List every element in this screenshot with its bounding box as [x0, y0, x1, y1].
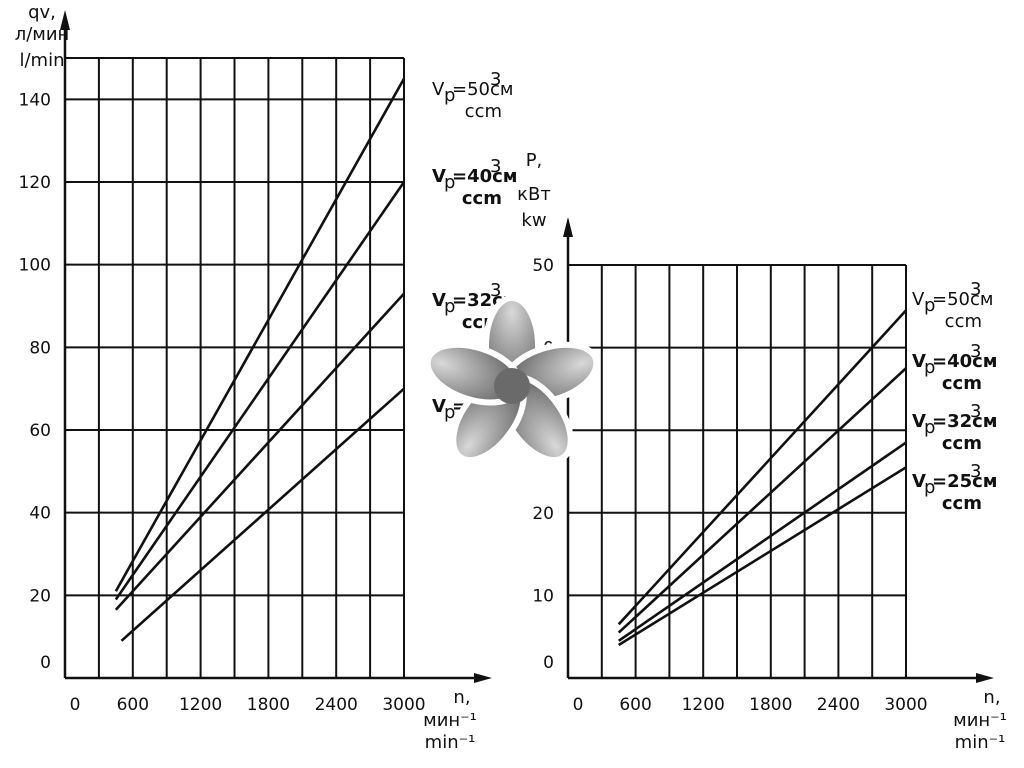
series-label-unit: ccm [942, 493, 982, 514]
series-label-superscript: 3 [970, 341, 981, 362]
series-line [617, 441, 907, 642]
series-label-value: =40см [452, 166, 518, 187]
y-tick-label: 40 [29, 504, 51, 524]
series-line [618, 466, 907, 647]
series-label-prefix: V [432, 290, 446, 311]
series-line [120, 387, 405, 642]
y-axis-arrow-icon [563, 217, 573, 237]
power-chart: 0600120018002400300001020304050P,кВтkwn,… [517, 150, 1007, 753]
y-tick-label: 0 [40, 653, 51, 673]
y-tick-label: 10 [532, 586, 554, 606]
series-label-unit: ccm [945, 311, 982, 332]
y-tick-label: 0 [543, 653, 554, 673]
x-tick-label: 600 [117, 695, 149, 715]
y-tick-label: 80 [29, 338, 51, 358]
asterisk-center [494, 368, 530, 404]
x-axis-label: мин⁻¹ [423, 710, 477, 731]
x-axis-arrow-icon [976, 673, 994, 683]
series-label-subscript: p [924, 295, 935, 316]
series-label-unit: ccm [942, 373, 982, 394]
y-axis-label: P, [526, 150, 543, 171]
series-label-prefix: V [432, 79, 445, 100]
series-label-superscript: 3 [490, 69, 501, 90]
y-tick-label: 120 [19, 173, 51, 193]
series-label-value: =25см [932, 471, 998, 492]
series-label-superscript: 3 [970, 401, 981, 422]
series-label-superscript: 3 [970, 461, 981, 482]
series-line [114, 78, 406, 592]
series-label-unit: ccm [942, 433, 982, 454]
series-label-prefix: V [912, 289, 925, 310]
y-axis-arrow-icon [60, 10, 70, 30]
x-axis-label: n, [983, 687, 1000, 708]
x-tick-label: 1200 [179, 695, 222, 715]
x-axis-arrow-icon [474, 673, 492, 683]
x-tick-label: 0 [70, 695, 81, 715]
x-tick-label: 3000 [382, 695, 425, 715]
series-label-subscript: p [444, 85, 455, 106]
series-label-value: =32см [932, 411, 998, 432]
series-label-prefix: V [912, 411, 926, 432]
x-axis-label: n, [453, 687, 470, 708]
x-tick-label: 600 [619, 695, 651, 715]
series-label-subscript: p [444, 296, 455, 317]
x-axis-label: мин⁻¹ [953, 710, 1007, 731]
x-tick-label: 1800 [749, 695, 792, 715]
series-label-prefix: V [912, 471, 926, 492]
x-tick-label: 0 [573, 695, 584, 715]
grid [65, 57, 405, 678]
series-label-value: =40см [932, 351, 998, 372]
y-axis-label: qv, [28, 2, 56, 23]
x-tick-label: 2400 [817, 695, 860, 715]
y-tick-label: 60 [29, 421, 51, 441]
y-axis-label: kw [521, 210, 546, 231]
series-label-prefix: V [432, 166, 446, 187]
flow-rate-chart: 0 600 1200 1800 2400 3000 0 20 40 60 80 100 120 140 qv… [15, 2, 518, 753]
x-tick-label: 2400 [315, 695, 358, 715]
series-line [617, 309, 907, 626]
y-tick-label: 50 [532, 256, 554, 276]
grid [568, 264, 907, 678]
x-tick-label: 1200 [682, 695, 725, 715]
x-axis-label: min⁻¹ [955, 732, 1006, 753]
series-label-unit: ccm [465, 101, 502, 122]
series-label-unit: ccm [462, 188, 502, 209]
series-label-subscript: p [444, 172, 455, 193]
series-label-superscript: 3 [970, 279, 981, 300]
series-label-subscript: p [444, 402, 455, 423]
series-label-superscript: 3 [490, 156, 501, 177]
series-label-subscript: p [924, 477, 935, 498]
y-axis-label: l/min [19, 50, 64, 71]
x-axis-label: min⁻¹ [425, 732, 476, 753]
series-label-value: =50см [932, 289, 993, 310]
x-tick-label: 3000 [884, 695, 927, 715]
y-tick-label: 20 [29, 586, 51, 606]
asterisk-watermark-icon [424, 295, 600, 464]
series-line [617, 367, 907, 634]
series-line [114, 292, 405, 611]
series-label-subscript: p [924, 417, 935, 438]
y-axis-label: кВт [517, 184, 551, 205]
y-tick-label: 20 [532, 504, 554, 524]
series-line [114, 181, 406, 601]
y-axis-label: л/мин [15, 24, 70, 45]
series-label-value: =50см [452, 79, 513, 100]
series-label-subscript: p [924, 357, 935, 378]
series-label-prefix: V [432, 396, 446, 417]
x-tick-label: 1800 [247, 695, 290, 715]
y-tick-label: 100 [19, 256, 51, 276]
series-label-prefix: V [912, 351, 926, 372]
series-label-superscript: 3 [490, 280, 501, 301]
y-tick-label: 140 [19, 90, 51, 110]
